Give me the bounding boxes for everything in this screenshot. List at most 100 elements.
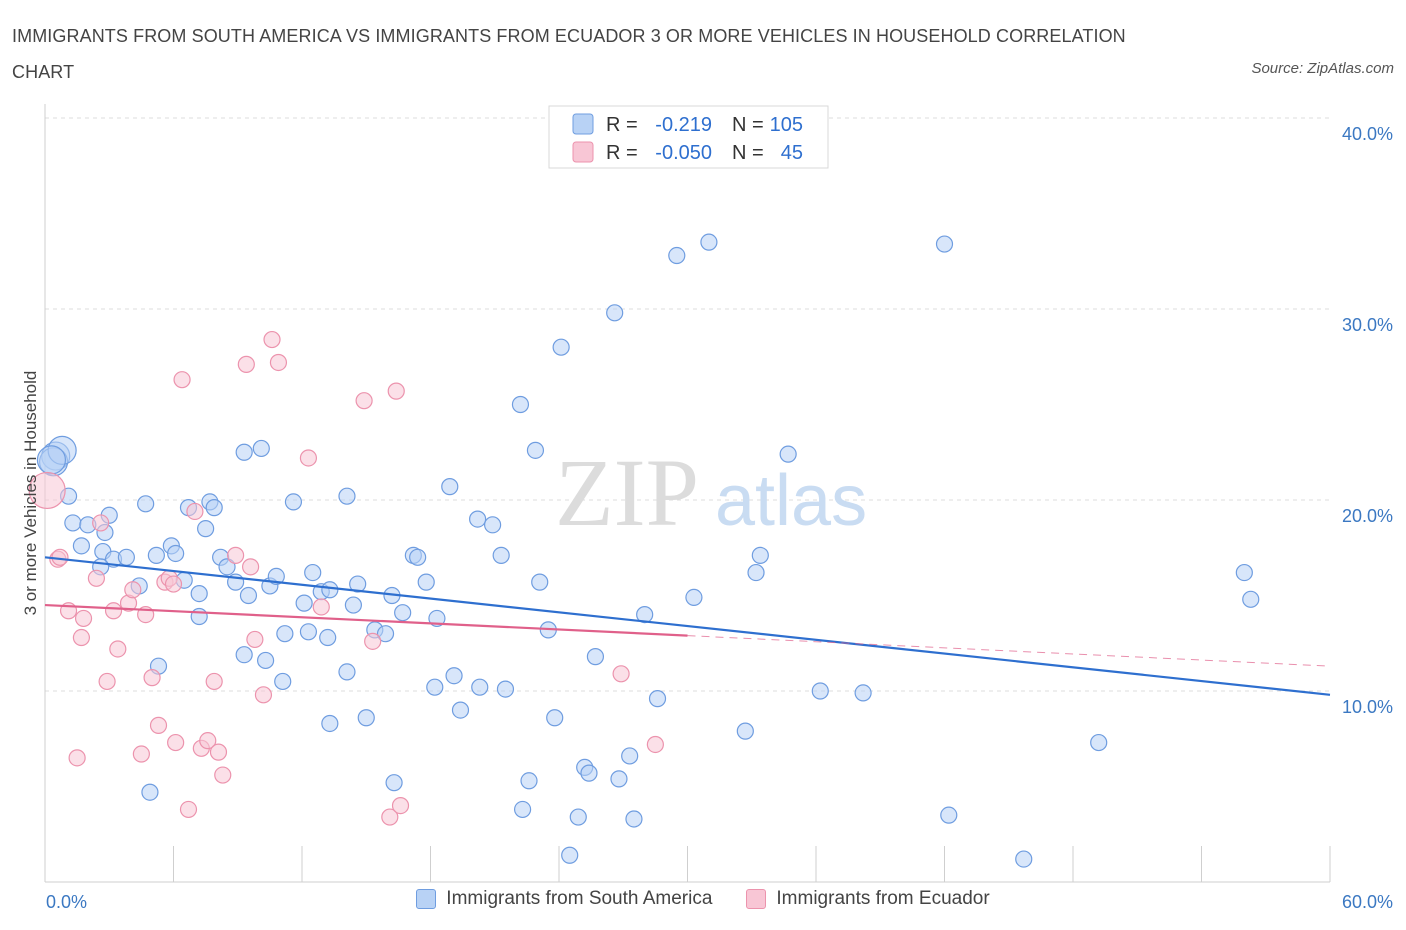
south-america-point-85 [625, 810, 643, 828]
top-legend: R = -0.219 N = 105 R = -0.050 N = 45 [548, 105, 829, 169]
ecuador-point-36 [269, 353, 288, 372]
south-america-point-45 [394, 604, 412, 622]
ecuador-trend-line-extension [687, 635, 1331, 667]
south-america-point-88 [668, 246, 686, 265]
south-america-point-80 [580, 764, 598, 782]
legend-n-label-2: N = [732, 142, 764, 164]
ecuador-point-41 [381, 808, 399, 826]
south-america-point-61 [426, 678, 444, 696]
south-america-point-104 [36, 445, 67, 475]
south-america-point-15 [167, 544, 185, 563]
ecuador-point-17 [149, 716, 168, 734]
south-america-point-33 [304, 563, 322, 582]
south-america-point-38 [338, 487, 356, 505]
ecuador-point-27 [205, 672, 223, 691]
south-america-point-76 [552, 338, 570, 356]
ecuador-point-9 [98, 672, 116, 691]
ecuador-point-7 [87, 569, 106, 587]
south-america-point-67 [492, 546, 510, 564]
south-america-point-40 [299, 623, 318, 641]
south-america-point-86 [636, 605, 654, 624]
south-america-point-87 [648, 690, 667, 708]
legend-r-label-1: R = [606, 114, 638, 136]
legend-r-value-2: -0.050 [655, 142, 712, 164]
south-america-point-84 [621, 747, 639, 765]
y-tick-label-4: 40.0% [1342, 124, 1393, 144]
watermark: ZIP atlas [555, 439, 867, 546]
ecuador-point-44 [612, 665, 630, 683]
south-america-point-94 [779, 445, 797, 463]
legend-r-value-1: -0.219 [655, 114, 712, 136]
south-america-point-72 [526, 441, 545, 459]
south-america-point-35 [321, 581, 339, 599]
south-america-point-22 [205, 499, 223, 517]
south-america-point-66 [484, 516, 502, 534]
ecuador-point-5 [74, 609, 93, 628]
south-america-point-20 [197, 520, 215, 538]
ecuador-point-28 [209, 743, 228, 761]
ecuador-point-33 [246, 630, 264, 649]
ecuador-point-31 [237, 355, 255, 373]
south-america-point-36 [344, 596, 362, 614]
south-america-point-57 [141, 783, 159, 801]
ecuador-point-1 [28, 471, 66, 510]
series-ecuador-points [28, 330, 664, 826]
south-america-point-92 [747, 563, 765, 582]
south-america-point-18 [190, 584, 208, 603]
legend-swatch-south-america [572, 113, 594, 135]
south-america-point-53 [274, 672, 292, 691]
ecuador-point-20 [164, 575, 183, 593]
legend-r-label-2: R = [606, 142, 638, 164]
ecuador-point-10 [104, 602, 123, 620]
south-america-point-77 [561, 846, 579, 864]
south-america-point-90 [700, 233, 718, 251]
ecuador-point-6 [72, 628, 91, 647]
south-america-point-98 [940, 806, 958, 824]
south-america-point-4 [64, 514, 82, 532]
south-america-point-52 [256, 651, 275, 670]
ecuador-point-40 [364, 632, 382, 650]
ecuador-point-14 [132, 745, 150, 763]
south-america-point-81 [586, 648, 605, 666]
south-america-point-41 [319, 628, 337, 647]
south-america-point-11 [117, 548, 135, 566]
south-america-point-97 [935, 235, 954, 253]
legend-swatch-ecuador [572, 141, 594, 163]
south-america-point-37 [349, 575, 367, 593]
ecuador-point-21 [167, 733, 185, 752]
south-america-point-95 [811, 682, 829, 700]
south-america-point-60 [385, 774, 403, 792]
south-america-point-64 [471, 678, 489, 696]
ecuador-point-39 [355, 392, 373, 410]
ecuador-point-11 [109, 640, 127, 658]
south-america-point-28 [252, 439, 270, 458]
ecuador-point-8 [92, 514, 110, 532]
south-america-point-82 [606, 304, 624, 322]
south-america-point-43 [376, 625, 395, 643]
south-america-point-55 [190, 607, 208, 626]
south-america-point-30 [267, 567, 285, 586]
ecuador-point-37 [299, 449, 318, 467]
south-america-point-65 [469, 510, 487, 528]
south-america-point-58 [321, 714, 339, 733]
bottom-legend-swatch-south-america [416, 889, 437, 909]
y-axis-label: 3 or more Vehicles in Household [21, 371, 40, 616]
ecuador-point-42 [387, 382, 405, 400]
south-america-point-62 [445, 667, 463, 685]
ecuador-point-34 [254, 686, 273, 704]
south-america-point-96 [854, 684, 872, 702]
watermark-zip: ZIP [555, 439, 699, 546]
ecuador-point-32 [242, 558, 260, 576]
legend-n-label-1: N = [732, 114, 764, 136]
bottom-legend: Immigrants from South America Immigrants… [0, 888, 1406, 910]
ecuador-point-22 [173, 371, 191, 389]
grid-lines [45, 117, 1330, 692]
south-america-point-101 [1235, 563, 1253, 582]
bottom-legend-label-south-america: Immigrants from South America [446, 888, 713, 909]
ecuador-point-38 [312, 598, 330, 616]
south-america-point-59 [357, 709, 375, 727]
y-tick-label-2: 20.0% [1342, 506, 1393, 526]
y-tick-labels: 10.0% 20.0% 30.0% 40.0% [1342, 124, 1393, 717]
south-america-point-68 [496, 680, 515, 698]
south-america-point-73 [531, 573, 549, 591]
